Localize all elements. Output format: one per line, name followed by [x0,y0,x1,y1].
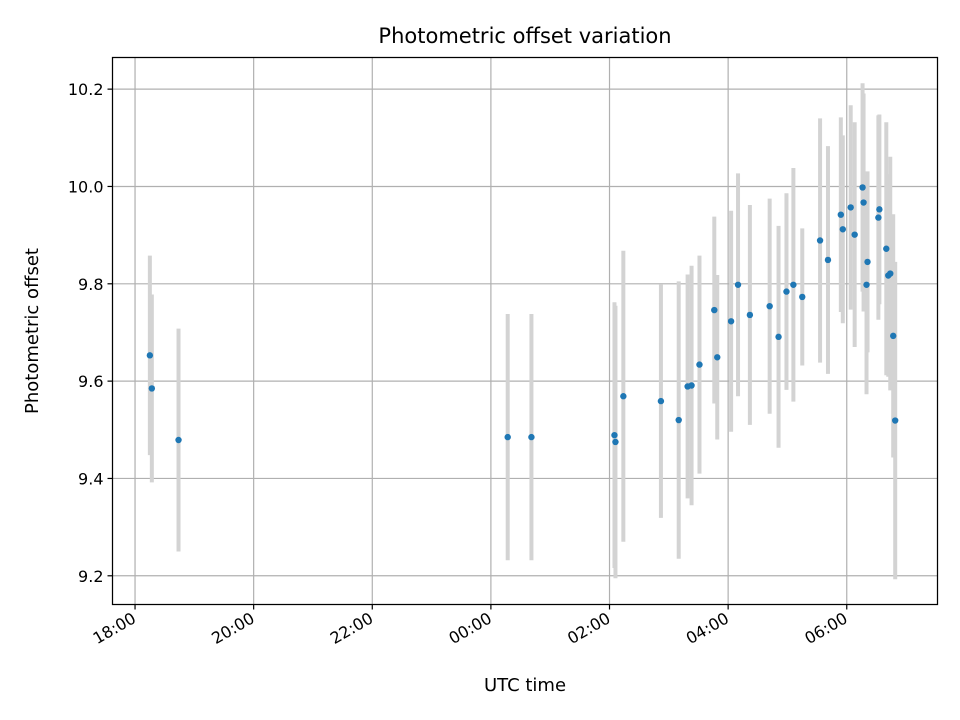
chart-title: Photometric offset variation [378,24,671,48]
x-tick-label: 18:00 [90,609,139,649]
data-point [504,433,511,441]
data-point [711,306,718,314]
data-point [611,431,618,439]
data-point [824,256,832,264]
data-point [891,417,899,424]
y-tick-label: 9.2 [78,567,103,586]
data-point [860,199,867,206]
x-tick-label: 04:00 [683,609,732,649]
data-point [620,393,627,400]
y-axis-label: Photometric offset [22,248,43,414]
data-point [746,311,754,319]
x-tick-label: 06:00 [801,609,850,649]
data-point [863,281,870,288]
y-tick-label: 9.4 [78,469,103,488]
data-point [790,281,797,288]
data-point [859,184,866,191]
data-point [148,385,156,392]
plot-background [112,57,938,605]
data-point [890,332,897,340]
data-point [734,281,742,288]
data-point [775,333,782,341]
data-point [657,397,665,405]
data-point [839,226,847,233]
data-point [696,361,703,368]
data-point [783,288,790,295]
x-tick-label: 00:00 [445,609,494,649]
x-tick-label: 20:00 [208,609,257,649]
data-point [675,416,682,424]
data-point [688,382,695,389]
data-point [528,433,535,441]
plot-frame [111,56,939,606]
x-axis-label: UTC time [484,675,566,696]
data-point [876,206,883,213]
data-point [864,258,871,266]
data-point [175,436,182,444]
data-point [714,354,721,361]
data-point [146,352,154,359]
data-point [887,270,894,277]
data-point [851,231,858,238]
y-tick-label: 9.6 [78,372,103,391]
data-point [837,211,845,218]
data-points [146,184,899,446]
y-tick-label: 10.0 [68,177,104,196]
data-point [727,318,735,325]
data-point [766,302,773,310]
data-point [875,214,882,221]
x-tick-label: 02:00 [564,609,613,649]
data-point [799,293,806,301]
x-tick-label: 22:00 [327,609,376,649]
grid [112,57,938,605]
data-point [816,237,824,244]
y-tick-label: 10.2 [68,80,104,99]
data-point [612,438,619,446]
data-point [847,204,854,211]
data-point [883,245,890,252]
y-tick-label: 9.8 [78,275,103,294]
